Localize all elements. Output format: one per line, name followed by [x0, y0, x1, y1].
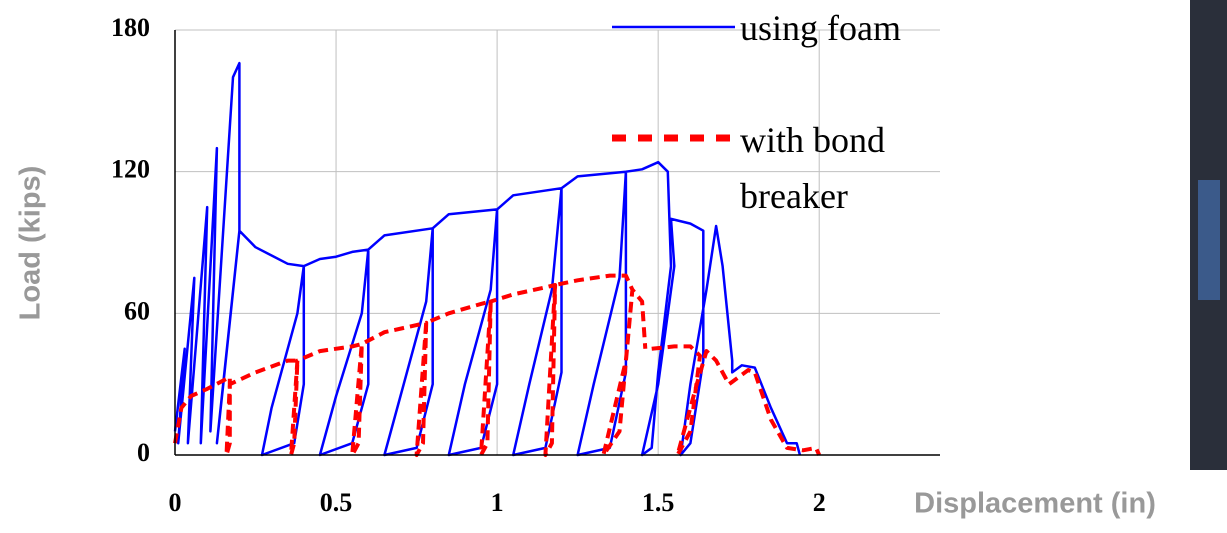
y-tick-label: 180 [111, 13, 150, 42]
y-tick-label: 120 [111, 155, 150, 184]
y-axis-title: Load (kips) [15, 166, 47, 321]
legend-label: using foam [740, 0, 940, 56]
legend-label: with bond breaker [740, 112, 910, 224]
x-tick-label: 0.5 [320, 488, 353, 517]
plot-area: 0 0.5 1 1.5 2 0 60 120 180 [111, 13, 940, 517]
page: {"chart_data": {"type": "line", "x_label… [0, 0, 1227, 533]
photo-detail [1198, 180, 1220, 300]
y-tick-label: 60 [124, 296, 150, 325]
x-tick-label: 1.5 [642, 488, 675, 517]
y-tick-label: 0 [137, 438, 150, 467]
x-tick-label: 2 [813, 488, 826, 517]
x-tick-label: 0 [169, 488, 182, 517]
data-line [175, 63, 800, 455]
x-axis-title: Displacement (in) [914, 488, 1156, 520]
chart: 0 0.5 1 1.5 2 0 60 120 180 Displacement (in) Loa… [0, 0, 1227, 533]
x-tick-label: 1 [491, 488, 504, 517]
